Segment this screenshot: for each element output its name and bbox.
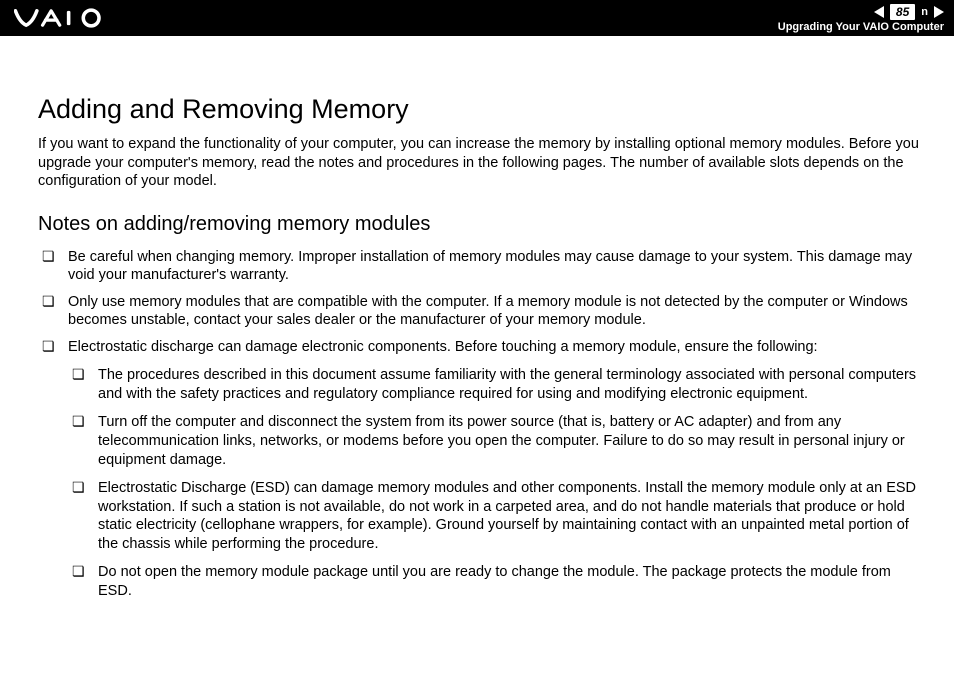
list-item: Do not open the memory module package un… <box>68 563 924 600</box>
header-nav: 85 n Upgrading Your VAIO Computer <box>778 0 944 36</box>
page-header: 85 n Upgrading Your VAIO Computer <box>0 0 954 36</box>
list-item: Turn off the computer and disconnect the… <box>68 413 924 469</box>
sub-notes-list: The procedures described in this documen… <box>68 366 924 600</box>
list-item: Be careful when changing memory. Imprope… <box>38 248 924 285</box>
notes-list: Be careful when changing memory. Imprope… <box>38 248 924 601</box>
list-item: The procedures described in this documen… <box>68 366 924 403</box>
next-page-arrow[interactable] <box>934 6 944 18</box>
prev-page-arrow[interactable] <box>874 6 884 18</box>
list-item: Electrostatic Discharge (ESD) can damage… <box>68 479 924 553</box>
page-number: 85 <box>890 4 915 20</box>
page-title: Adding and Removing Memory <box>38 94 924 125</box>
subtitle: Notes on adding/removing memory modules <box>38 213 924 236</box>
list-item-text: Electrostatic discharge can damage elect… <box>68 339 818 355</box>
intro-paragraph: If you want to expand the functionality … <box>38 135 924 191</box>
list-item: Electrostatic discharge can damage elect… <box>38 338 924 601</box>
section-title: Upgrading Your VAIO Computer <box>778 21 944 33</box>
nav-letter: n <box>921 6 928 18</box>
vaio-logo <box>14 8 114 28</box>
page-content: Adding and Removing Memory If you want t… <box>0 36 954 600</box>
list-item: Only use memory modules that are compati… <box>38 293 924 330</box>
